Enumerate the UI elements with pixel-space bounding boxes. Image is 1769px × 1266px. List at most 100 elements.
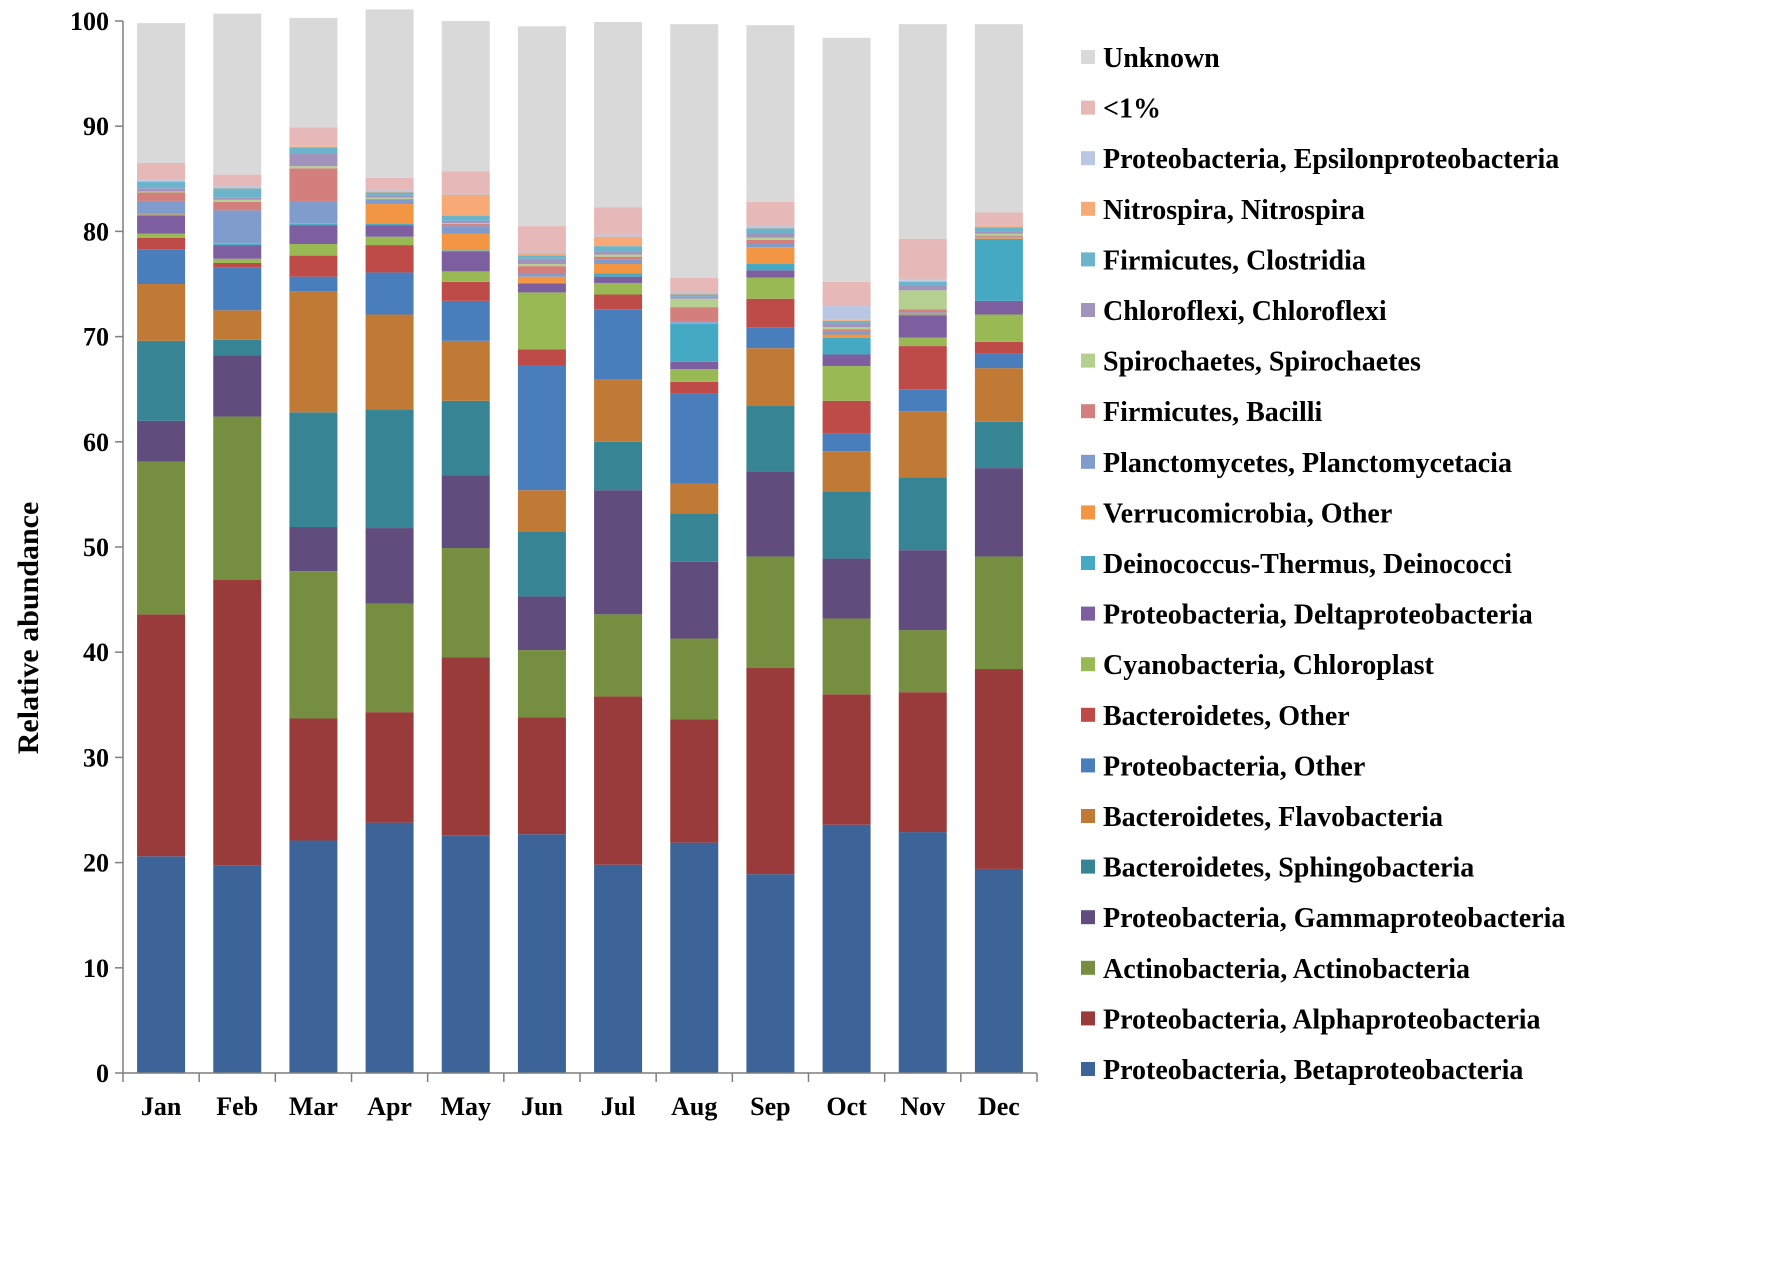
bar-segment-mar-13 [289,168,338,202]
bar-segment-jan-12 [137,200,186,214]
legend-label: Proteobacteria, Gammaproteobacteria [1103,903,1565,934]
bar-segment-jun-17 [517,253,566,256]
bar-segment-jun-2 [517,650,566,718]
y-tick-label: 60 [83,428,109,457]
bar-segment-nov-12 [898,312,947,314]
legend-swatch [1081,50,1095,64]
x-tick-label-oct: Oct [826,1092,867,1121]
legend-item: Actinobacteria, Actinobacteria [1081,954,1470,985]
y-axis-title: Relative abundance [12,502,45,755]
legend-item: Chloroflexi, Chloroflexi [1081,296,1387,327]
bar-segment-sep-0 [746,874,795,1073]
legend-item: Bacteroidetes, Other [1081,701,1350,732]
bar-segment-mar-18 [289,145,338,147]
legend-label: Planctomycetes, Planctomycetacia [1103,448,1512,479]
legend-item: Proteobacteria, Gammaproteobacteria [1081,903,1565,934]
bar-segment-nov-18 [898,278,947,281]
legend-swatch [1081,505,1095,520]
bar-segment-aug-16 [670,294,719,297]
bar-segment-mar-3 [289,527,338,572]
bar-segment-apr-12 [365,199,414,205]
bar-segment-jun-6 [517,365,566,491]
bar-segment-mar-17 [289,146,338,148]
bar-segment-jul-7 [594,294,643,310]
bar-segment-jul-10 [594,273,643,277]
bar-segment-jul-15 [594,251,643,255]
bar-segment-nov-10 [898,314,947,316]
bar-segment-sep-19 [746,201,795,227]
bar-segment-may-14 [441,222,490,225]
bar-segment-jan-20 [137,23,186,164]
legend-label: Proteobacteria, Betaproteobacteria [1103,1055,1523,1086]
bar-segment-nov-4 [898,477,947,551]
x-tick-label-mar: Mar [289,1092,338,1121]
bar-segment-jun-9 [517,284,566,293]
legend-swatch [1081,657,1095,672]
legend-label: Proteobacteria, Epsilonproteobacteria [1103,144,1559,175]
legend-swatch [1081,1062,1095,1076]
bar-segment-dec-4 [974,421,1023,469]
bar-segment-oct-3 [822,558,871,619]
legend-item: Verrucomicrobia, Other [1081,498,1392,529]
bar-segment-sep-8 [746,277,795,299]
bar-segment-jan-3 [137,420,186,462]
bar-segment-jul-17 [594,236,643,247]
legend-item: Proteobacteria, Betaproteobacteria [1081,1055,1523,1086]
bar-segment-dec-0 [974,868,1023,1073]
bar-segment-jun-10 [517,282,566,284]
bar-segment-may-0 [441,835,490,1073]
bar-segment-mar-4 [289,412,338,528]
bar-segment-oct-5 [822,451,871,492]
bar-segment-nov-19 [898,238,947,279]
legend-label: Actinobacteria, Actinobacteria [1103,954,1470,985]
bar-segment-mar-11 [289,222,338,225]
bar-segment-mar-15 [289,153,338,167]
legend-label: Firmicutes, Clostridia [1103,245,1366,276]
bar-segment-mar-2 [289,571,338,719]
bar-segment-feb-0 [213,865,262,1073]
bar-segment-jan-0 [137,856,186,1073]
bar-segment-apr-13 [365,198,414,200]
bar-segment-jan-17 [137,180,186,182]
legend-swatch [1081,303,1095,317]
legend-item: Cyanobacteria, Chloroplast [1081,650,1434,681]
legend-item: Proteobacteria, Alphaproteobacteria [1081,1004,1541,1035]
x-tick-label-sep: Sep [750,1092,790,1121]
bar-segment-jul-6 [594,309,643,380]
bar-segment-may-2 [441,548,490,658]
bar-segment-nov-17 [898,280,947,282]
bar-segment-sep-11 [746,247,795,265]
bar-segment-jun-3 [517,596,566,651]
bar-segment-apr-16 [365,192,414,196]
bar-segment-jun-14 [517,264,566,267]
legend-swatch [1081,910,1095,925]
x-tick-label-jul: Jul [601,1092,636,1121]
bar-segment-may-6 [441,300,490,341]
bar-segment-feb-5 [213,310,262,340]
legend-item: Proteobacteria, Epsilonproteobacteria [1081,144,1559,175]
bar-segment-feb-11 [213,242,262,245]
bar-segment-feb-14 [213,199,262,202]
legend-item: Bacteroidetes, Sphingobacteria [1081,853,1474,884]
bar-segment-dec-6 [974,353,1023,369]
y-tick-label: 90 [83,112,109,141]
bar-segment-feb-1 [213,579,262,866]
bar-segment-may-18 [441,193,490,195]
bar-segment-dec-13 [974,235,1023,237]
bar-segment-aug-15 [670,296,719,299]
bar-segment-jun-12 [517,273,566,277]
legend-label: Chloroflexi, Chloroflexi [1103,296,1387,327]
bar-segment-jul-14 [594,254,643,257]
legend-label: Proteobacteria, Alphaproteobacteria [1103,1004,1541,1035]
bar-segment-jan-14 [137,191,186,193]
bar-segment-oct-19 [822,281,871,307]
bar-segment-jan-2 [137,461,186,615]
x-tick-label-aug: Aug [671,1092,717,1121]
bar-segment-jan-8 [137,233,186,238]
bar-segment-dec-7 [974,341,1023,354]
bar-segment-sep-6 [746,327,795,349]
bar-segment-nov-11 [898,313,947,315]
legend-swatch [1081,960,1095,975]
bar-segment-may-19 [441,171,490,194]
bar-segment-feb-10 [213,244,262,246]
